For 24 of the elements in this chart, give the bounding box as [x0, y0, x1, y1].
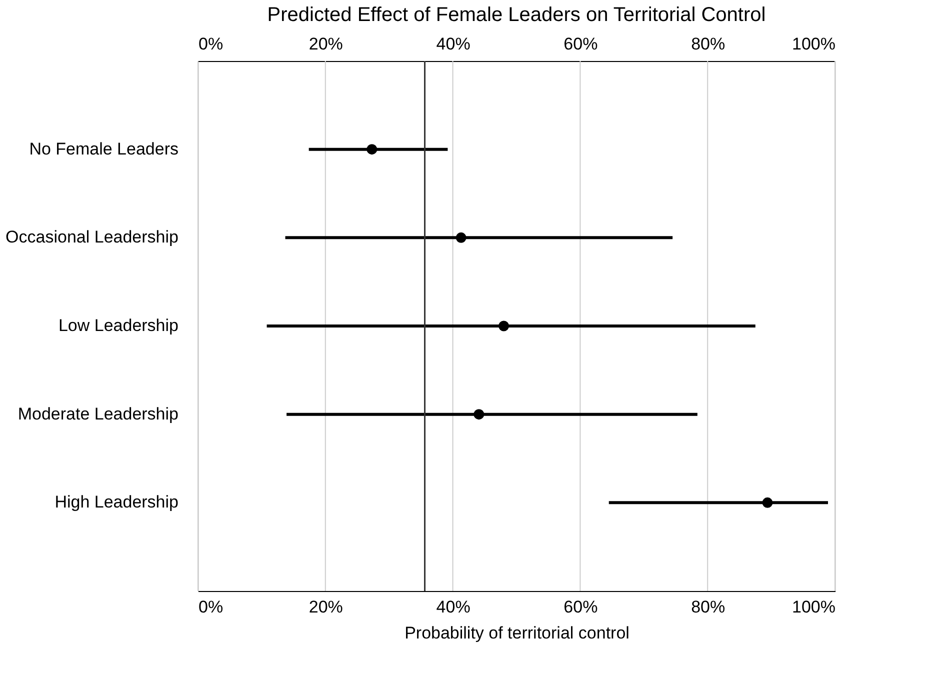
point [474, 409, 484, 420]
x-tick-label: 40% [436, 598, 470, 616]
x-tick-label: 20% [308, 598, 343, 616]
x-tick-label: 0% [198, 598, 224, 616]
point [456, 232, 466, 243]
x2-tick-label: 80% [691, 34, 726, 54]
x2-tick-label: 0% [198, 34, 224, 54]
x2-tick-label: 60% [564, 34, 598, 54]
y-tick-label: Moderate Leadership [18, 404, 178, 424]
y-tick-label: Low Leadership [58, 316, 178, 335]
x-axis-title: Probability of territorial control [404, 624, 630, 642]
y-tick-label: High Leadership [54, 492, 178, 512]
x-tick-label: 80% [691, 598, 726, 616]
point [762, 497, 773, 508]
x-tick-label: 100% [792, 598, 836, 616]
x2-tick-label: 100% [792, 34, 836, 54]
y-tick-label: Occasional Leadership [6, 228, 178, 247]
chart-title: Predicted Effect of Female Leaders on Territorial Control [267, 4, 766, 26]
y-tick-label: No Female Leaders [29, 139, 178, 158]
point [498, 320, 510, 332]
x2-tick-label: 20% [308, 34, 343, 54]
x2-tick-label: 40% [436, 34, 470, 54]
point [366, 144, 378, 155]
x-tick-label: 60% [564, 598, 598, 616]
